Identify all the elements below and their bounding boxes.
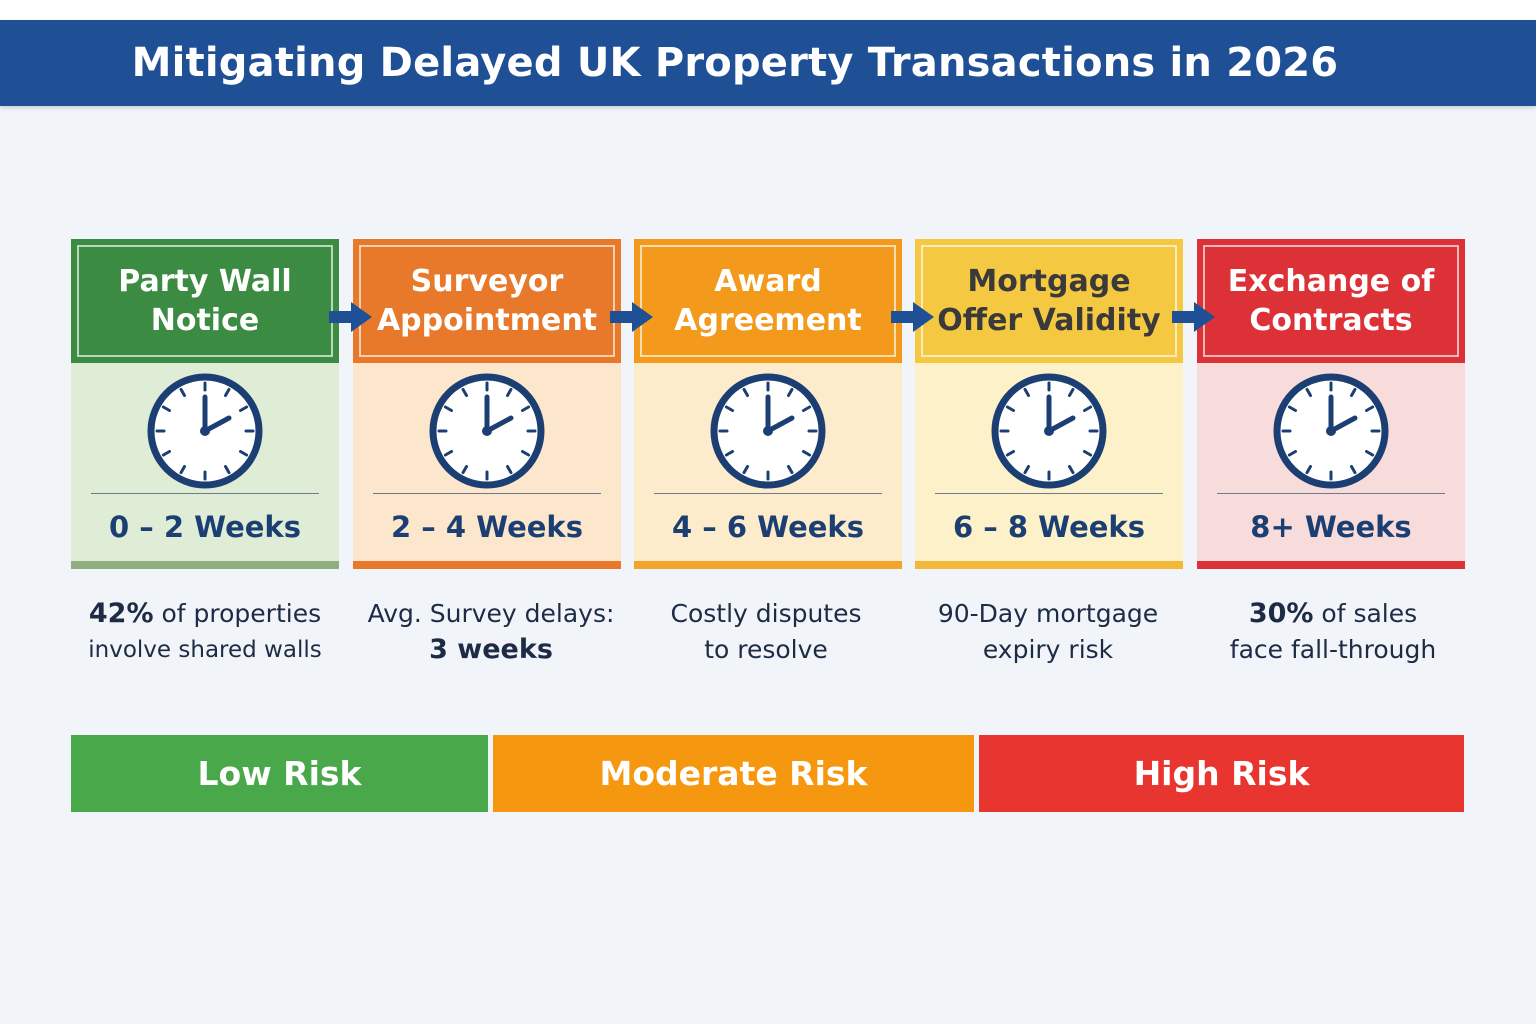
- step-note: 90-Day mortgage expiry risk: [898, 596, 1198, 686]
- step-body: 6 – 8 Weeks: [915, 363, 1183, 561]
- page-title: Mitigating Delayed UK Property Transacti…: [131, 40, 1339, 86]
- note-text: involve shared walls: [88, 637, 322, 663]
- step-note: 30% of sales face fall-through: [1183, 596, 1483, 686]
- duration-label: 4 – 6 Weeks: [672, 510, 864, 544]
- step-award-agreement: Award Agreement 4 – 6 Weeks: [634, 239, 902, 569]
- duration-label: 8+ Weeks: [1250, 510, 1412, 544]
- note-text: face fall-through: [1229, 635, 1437, 664]
- divider: [373, 493, 601, 494]
- step-footer-bar: [71, 561, 339, 569]
- step-header: Mortgage Offer Validity: [915, 239, 1183, 363]
- top-strip: [0, 0, 1536, 20]
- step-note: Avg. Survey delays: 3 weeks: [341, 596, 641, 686]
- note-highlight: 42%: [88, 598, 154, 629]
- step-title: Party Wall Notice: [77, 245, 333, 357]
- step-header: Party Wall Notice: [71, 239, 339, 363]
- step-header: Exchange of Contracts: [1197, 239, 1465, 363]
- title-bar: [0, 20, 1536, 106]
- clock-icon: [991, 373, 1107, 489]
- divider: [91, 493, 319, 494]
- step-title: Award Agreement: [640, 245, 896, 357]
- step-surveyor-appointment: Surveyor Appointment 2 – 4 Weeks: [353, 239, 621, 569]
- note-text: expiry risk: [982, 635, 1114, 664]
- clock-icon: [710, 373, 826, 489]
- step-body: 2 – 4 Weeks: [353, 363, 621, 561]
- step-note: 42% of properties involve shared walls: [55, 596, 355, 686]
- note-highlight: 30%: [1248, 598, 1314, 629]
- step-title: Mortgage Offer Validity: [921, 245, 1177, 357]
- note-text: of sales: [1313, 599, 1418, 628]
- arrow-right-icon: [329, 302, 372, 332]
- note-text: Avg. Survey delays:: [367, 599, 615, 628]
- step-body: 8+ Weeks: [1197, 363, 1465, 561]
- note-highlight: 3 weeks: [429, 634, 553, 665]
- arrow-right-icon: [891, 302, 934, 332]
- step-title: Surveyor Appointment: [359, 245, 615, 357]
- divider: [654, 493, 882, 494]
- risk-band-low: Low Risk: [71, 735, 488, 812]
- divider: [1217, 493, 1445, 494]
- step-exchange-of-contracts: Exchange of Contracts 8+ Weeks: [1197, 239, 1465, 569]
- note-text: of properties: [153, 599, 322, 628]
- step-body: 0 – 2 Weeks: [71, 363, 339, 561]
- step-body: 4 – 6 Weeks: [634, 363, 902, 561]
- arrow-right-icon: [610, 302, 653, 332]
- clock-icon: [1273, 373, 1389, 489]
- step-footer-bar: [915, 561, 1183, 569]
- risk-band-moderate: Moderate Risk: [493, 735, 974, 812]
- step-party-wall-notice: Party Wall Notice 0 – 2 Weeks: [71, 239, 339, 569]
- step-footer-bar: [353, 561, 621, 569]
- note-text: to resolve: [704, 635, 828, 664]
- step-title: Exchange of Contracts: [1203, 245, 1459, 357]
- duration-label: 6 – 8 Weeks: [953, 510, 1145, 544]
- clock-icon: [429, 373, 545, 489]
- step-header: Award Agreement: [634, 239, 902, 363]
- step-header: Surveyor Appointment: [353, 239, 621, 363]
- step-footer-bar: [634, 561, 902, 569]
- step-note: Costly disputes to resolve: [616, 596, 916, 686]
- divider: [935, 493, 1163, 494]
- note-text: 90-Day mortgage: [937, 599, 1159, 628]
- duration-label: 2 – 4 Weeks: [391, 510, 583, 544]
- risk-band-high: High Risk: [979, 735, 1464, 812]
- note-text: Costly disputes: [670, 599, 862, 628]
- step-mortgage-offer-validity: Mortgage Offer Validity 6 – 8 Weeks: [915, 239, 1183, 569]
- arrow-right-icon: [1172, 302, 1215, 332]
- clock-icon: [147, 373, 263, 489]
- step-footer-bar: [1197, 561, 1465, 569]
- duration-label: 0 – 2 Weeks: [109, 510, 301, 544]
